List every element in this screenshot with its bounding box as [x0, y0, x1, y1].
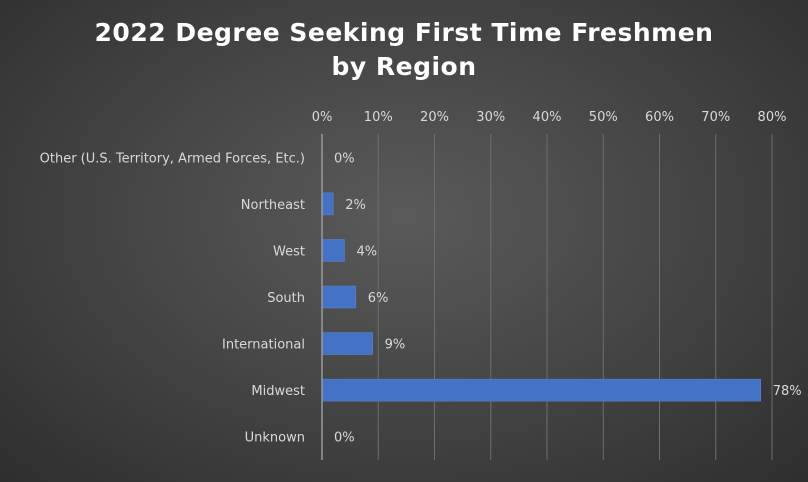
data-label: 78% — [773, 384, 802, 399]
category-label: Midwest — [251, 384, 305, 399]
data-label: 0% — [334, 431, 355, 446]
x-tick-label: 20% — [420, 110, 449, 125]
bar — [321, 378, 761, 402]
category-labels: Other (U.S. Territory, Armed Forces, Etc… — [40, 151, 305, 445]
x-tick-label: 30% — [476, 110, 505, 125]
data-labels: 0% 2% 4% 6% 9% 78% 0% — [334, 151, 802, 445]
category-label: Northeast — [241, 198, 305, 213]
bar — [321, 332, 373, 355]
x-axis-tick-labels: 0% 10% 20% 30% 40% 50% 60% 70% 80% — [312, 110, 787, 125]
category-label: Other (U.S. Territory, Armed Forces, Etc… — [40, 151, 305, 166]
data-label: 4% — [357, 244, 378, 259]
x-tick-label: 70% — [701, 110, 730, 125]
data-label: 2% — [345, 198, 366, 213]
chart-title-line-1: 2022 Degree Seeking First Time Freshmen — [94, 18, 714, 47]
x-tick-label: 10% — [364, 110, 393, 125]
bar — [321, 239, 345, 262]
category-label: West — [273, 244, 305, 259]
bars — [321, 192, 761, 402]
category-label: South — [267, 291, 305, 306]
data-label: 0% — [334, 151, 355, 166]
chart-title-line-2: by Region — [331, 52, 477, 81]
data-label: 9% — [385, 338, 406, 353]
gridlines — [377, 134, 773, 460]
category-label: Unknown — [245, 431, 305, 446]
x-tick-label: 0% — [312, 110, 333, 125]
chart-title: 2022 Degree Seeking First Time Freshmen … — [0, 16, 808, 84]
bar — [321, 285, 356, 309]
x-tick-label: 50% — [589, 110, 618, 125]
x-tick-label: 60% — [645, 110, 674, 125]
bar — [321, 192, 334, 216]
data-label: 6% — [368, 291, 389, 306]
x-tick-label: 40% — [533, 110, 562, 125]
category-label: International — [222, 338, 305, 353]
x-tick-label: 80% — [758, 110, 787, 125]
